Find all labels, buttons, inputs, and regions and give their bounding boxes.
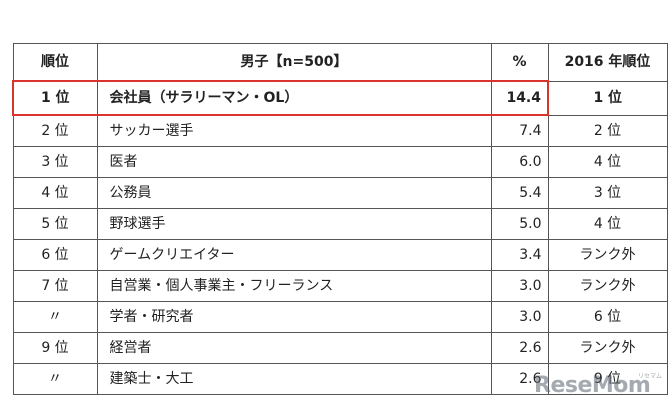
prev-rank-cell: 4 位 [547, 208, 668, 240]
table-row: 3 位医者 6.0 4 位 [12, 146, 668, 178]
percent-cell: 3.4 [490, 239, 549, 271]
ranking-table: 順位 男子【n=500】 % 2016 年順位 1 位会社員（サラリーマン・OL… [12, 43, 668, 395]
occupation-cell: 経営者 [96, 332, 492, 364]
table-row: 〃学者・研究者 3.0 6 位 [12, 301, 668, 333]
occupation-cell: 建築士・大工 [96, 363, 492, 395]
prev-rank-cell: 4 位 [547, 146, 668, 178]
table-row: 4 位公務員 5.4 3 位 [12, 177, 668, 209]
header-occupation: 男子【n=500】 [96, 43, 492, 82]
occupation-cell: 自営業・個人事業主・フリーランス [96, 270, 492, 302]
rank-cell: 2 位 [12, 114, 98, 147]
table-header-row: 順位 男子【n=500】 % 2016 年順位 [12, 43, 668, 82]
table-row: 2 位サッカー選手 7.4 2 位 [12, 114, 668, 147]
prev-rank-cell: 6 位 [547, 301, 668, 333]
table-row: 〃建築士・大工 2.6 9 位 [12, 363, 668, 395]
percent-cell: 5.0 [490, 208, 549, 240]
table-row: 9 位経営者 2.6 ランク外 [12, 332, 668, 364]
occupation-cell: 会社員（サラリーマン・OL） [96, 80, 492, 116]
prev-rank-cell: 3 位 [547, 177, 668, 209]
header-percent: % [490, 43, 549, 82]
rank-cell: 3 位 [12, 146, 98, 178]
percent-cell: 3.0 [490, 270, 549, 302]
rank-cell: 5 位 [12, 208, 98, 240]
header-rank: 順位 [12, 43, 98, 82]
percent-cell: 3.0 [490, 301, 549, 333]
rank-cell: 6 位 [12, 239, 98, 271]
table-row: 6 位ゲームクリエイター 3.4 ランク外 [12, 239, 668, 271]
percent-cell: 14.4 [490, 80, 549, 116]
rank-cell: 〃 [12, 363, 98, 395]
percent-cell: 7.4 [490, 114, 549, 147]
prev-rank-cell: ランク外 [547, 239, 668, 271]
prev-rank-cell: 1 位 [547, 80, 668, 116]
prev-rank-cell: ランク外 [547, 332, 668, 364]
occupation-cell: 医者 [96, 146, 492, 178]
table-row: 1 位会社員（サラリーマン・OL） 14.4 1 位 [12, 80, 668, 116]
occupation-cell: 学者・研究者 [96, 301, 492, 333]
rank-cell: 4 位 [12, 177, 98, 209]
prev-rank-cell: 2 位 [547, 114, 668, 147]
header-2016-rank: 2016 年順位 [547, 43, 668, 82]
percent-cell: 2.6 [490, 332, 549, 364]
occupation-cell: ゲームクリエイター [96, 239, 492, 271]
rank-cell: 9 位 [12, 332, 98, 364]
occupation-cell: サッカー選手 [96, 114, 492, 147]
rank-cell: 〃 [12, 301, 98, 333]
percent-cell: 6.0 [490, 146, 549, 178]
rank-cell: 7 位 [12, 270, 98, 302]
prev-rank-cell: 9 位 [547, 363, 668, 395]
rank-cell: 1 位 [12, 80, 98, 116]
occupation-cell: 公務員 [96, 177, 492, 209]
table-row: 5 位野球選手 5.0 4 位 [12, 208, 668, 240]
occupation-cell: 野球選手 [96, 208, 492, 240]
prev-rank-cell: ランク外 [547, 270, 668, 302]
table-row: 7 位自営業・個人事業主・フリーランス 3.0 ランク外 [12, 270, 668, 302]
percent-cell: 2.6 [490, 363, 549, 395]
percent-cell: 5.4 [490, 177, 549, 209]
